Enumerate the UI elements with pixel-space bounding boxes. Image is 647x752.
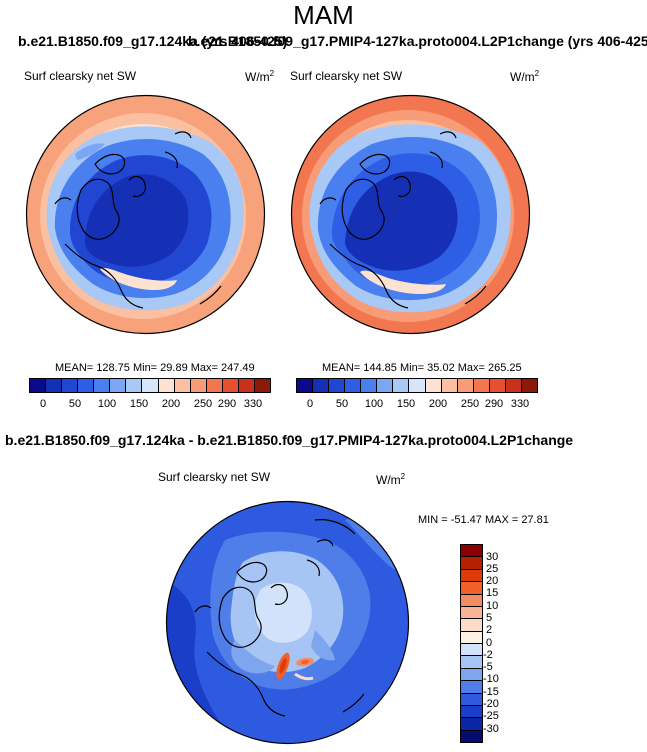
right-colorbar-tick: 330 (510, 398, 530, 410)
right-colorbar (296, 378, 538, 393)
difference-variable-label: Surf clearsky net SW (158, 470, 271, 484)
left-colorbar-tick: 150 (129, 398, 149, 410)
difference-colorbar-tick: 0 (486, 637, 493, 649)
left-polar-map (25, 94, 266, 335)
difference-polar-map (165, 500, 410, 745)
left-colorbar-tick: 50 (68, 398, 82, 410)
difference-colorbar-tick: -5 (483, 661, 493, 673)
difference-colorbar-tick: 30 (486, 551, 499, 563)
right-colorbar-tick: 250 (460, 398, 480, 410)
difference-colorbar-tick: -10 (483, 673, 499, 685)
left-colorbar-tick: 330 (243, 398, 263, 410)
difference-colorbar-tick: 15 (486, 587, 499, 599)
right-colorbar-tick: 50 (335, 398, 349, 410)
left-colorbar-tick: 290 (217, 398, 237, 410)
right-variable-label: Surf clearsky net SW (290, 69, 403, 83)
left-variable-label: Surf clearsky net SW (24, 69, 137, 83)
difference-colorbar (460, 544, 483, 743)
difference-title: b.e21.B1850.f09_g17.124ka - b.e21.B1850.… (5, 432, 574, 448)
left-stats: MEAN= 128.75 Min= 29.89 Max= 247.49 (55, 362, 255, 374)
difference-colorbar-tick: -15 (483, 686, 499, 698)
right-colorbar-tick: 100 (364, 398, 384, 410)
right-polar-map (290, 94, 531, 335)
left-colorbar-tick: 200 (161, 398, 181, 410)
right-colorbar-tick: 0 (306, 398, 314, 410)
left-colorbar-tick: 0 (39, 398, 47, 410)
left-run-title: b.e21.B1850.f09_g17.124ka (yrs 406-425) (18, 33, 288, 49)
difference-colorbar-tick: -2 (483, 649, 493, 661)
left-colorbar-tick: 100 (97, 398, 117, 410)
season-title: MAM (293, 0, 354, 30)
right-run-title: b.e21.B1850.f09_g17.PMIP4-127ka.proto004… (188, 33, 647, 49)
difference-units-label: W/m2 (376, 472, 406, 487)
difference-colorbar-tick: 20 (486, 575, 499, 587)
difference-colorbar-tick: -30 (483, 723, 499, 735)
right-colorbar-tick: 150 (396, 398, 416, 410)
right-colorbar-tick: 290 (484, 398, 504, 410)
right-stats: MEAN= 144.85 Min= 35.02 Max= 265.25 (322, 362, 522, 374)
right-colorbar-tick: 200 (428, 398, 448, 410)
left-units-label: W/m2 (245, 69, 275, 84)
difference-colorbar-tick: -20 (483, 698, 499, 710)
difference-stats: MIN = -51.47 MAX = 27.81 (418, 514, 549, 526)
difference-colorbar-tick: -25 (483, 710, 499, 722)
difference-colorbar-tick: 2 (486, 624, 493, 636)
left-colorbar (29, 378, 271, 393)
left-colorbar-tick: 250 (193, 398, 213, 410)
difference-colorbar-tick: 5 (486, 612, 493, 624)
difference-colorbar-tick: 10 (486, 600, 499, 612)
difference-colorbar-tick: 25 (486, 563, 499, 575)
right-units-label: W/m2 (510, 69, 540, 84)
